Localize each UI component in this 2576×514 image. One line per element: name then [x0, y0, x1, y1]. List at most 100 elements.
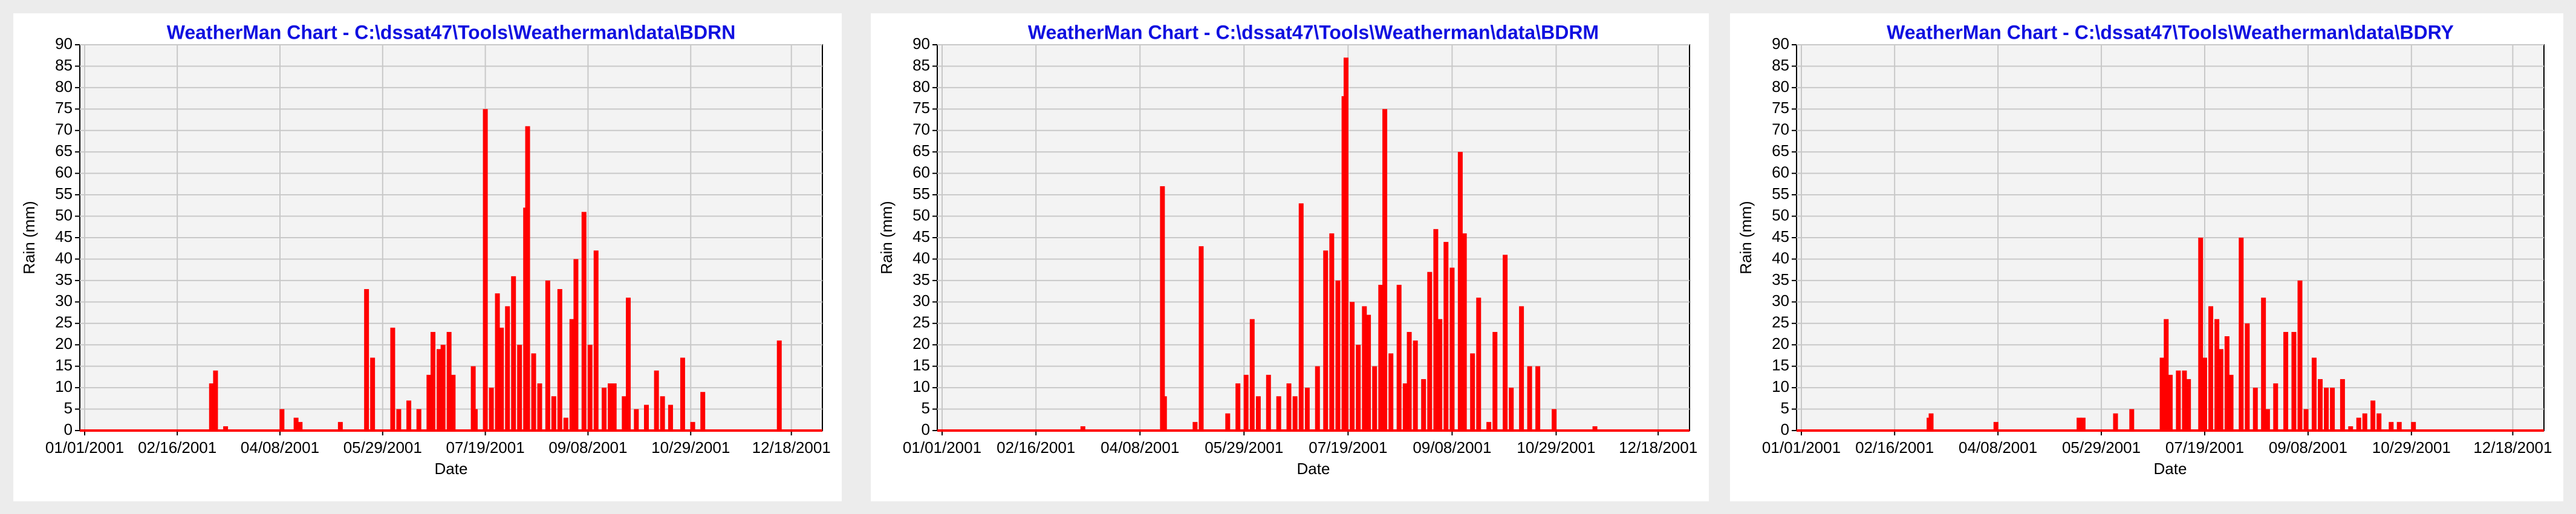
rain-bar — [581, 212, 587, 431]
rain-bar — [2261, 298, 2266, 431]
y-tick-label: 90 — [1772, 34, 1789, 53]
rain-bar — [2164, 319, 2169, 431]
rain-bar — [2186, 379, 2191, 431]
rain-bar — [563, 417, 568, 431]
rain-bar — [293, 417, 299, 431]
rain-bar — [1527, 366, 1532, 431]
x-tick-label: 07/19/2001 — [1309, 438, 1387, 457]
rain-bar — [1335, 280, 1341, 431]
rain-bar — [1080, 426, 1085, 431]
y-tick-label: 85 — [912, 56, 930, 74]
y-tick-label: 80 — [1772, 77, 1789, 96]
y-tick-label: 10 — [1772, 377, 1789, 395]
y-tick-label: 80 — [912, 77, 930, 96]
rain-bar — [1356, 345, 1361, 431]
rain-bar — [2182, 370, 2187, 431]
rain-bar — [223, 426, 229, 431]
rain-bar — [1378, 284, 1384, 431]
rain-bar — [209, 383, 214, 431]
y-tick-label: 15 — [55, 356, 73, 374]
chart-title: WeatherMan Chart - C:\dssat47\Tools\Weat… — [1887, 21, 2454, 43]
rain-bar — [690, 421, 695, 431]
rain-bar — [1255, 396, 1261, 431]
y-tick-label: 5 — [64, 399, 73, 417]
y-tick-label: 80 — [55, 77, 73, 96]
rain-bar — [1315, 366, 1320, 431]
rain-bar — [2303, 409, 2309, 431]
rain-bar — [1427, 272, 1433, 431]
rain-bar — [1407, 331, 1412, 431]
rain-bar — [2245, 323, 2250, 431]
rain-bar — [1362, 306, 1367, 431]
rain-bar — [1266, 374, 1271, 431]
chart-panel: WeatherMan Chart - C:\dssat47\Tools\Weat… — [871, 13, 1709, 501]
y-tick-label: 30 — [912, 291, 930, 310]
rain-bar — [608, 383, 613, 431]
y-tick-label: 50 — [912, 206, 930, 224]
rain-bar — [431, 331, 436, 431]
y-tick-label: 60 — [1772, 163, 1789, 181]
rain-bar — [1192, 421, 1198, 431]
y-tick-label: 40 — [912, 249, 930, 267]
rain-bar — [776, 340, 782, 431]
rain-bar — [1492, 331, 1498, 431]
x-tick-label: 01/01/2001 — [45, 438, 124, 457]
y-tick-label: 70 — [1772, 120, 1789, 138]
rain-bar — [2168, 374, 2173, 431]
x-tick-label: 07/19/2001 — [2165, 438, 2244, 457]
rain-bar — [587, 345, 593, 431]
rain-bar — [1286, 383, 1292, 431]
x-tick-label: 04/08/2001 — [1101, 438, 1179, 457]
rain-bar — [2224, 336, 2230, 431]
rain-bar — [511, 276, 516, 431]
rain-bar — [660, 396, 665, 431]
rain-bar — [1160, 186, 1165, 431]
rain-bar — [495, 293, 500, 431]
rain-bar — [2297, 280, 2303, 431]
rain-bar — [611, 383, 617, 431]
rain-bar — [499, 327, 504, 431]
y-tick-label: 65 — [55, 142, 73, 160]
rain-bar — [2318, 379, 2323, 431]
rain-bar — [2311, 357, 2317, 431]
rain-bar — [472, 409, 478, 431]
rain-bar — [2362, 413, 2367, 431]
rain-bar — [1993, 421, 1999, 431]
rain-bar — [1402, 383, 1408, 431]
y-tick-label: 25 — [912, 313, 930, 331]
x-tick-label: 09/08/2001 — [2269, 438, 2347, 457]
rain-bar — [1243, 374, 1249, 431]
rain-bar — [446, 331, 452, 431]
rain-bar — [2330, 388, 2335, 431]
rain-bar — [1486, 421, 1492, 431]
chart-title: WeatherMan Chart - C:\dssat47\Tools\Weat… — [167, 21, 736, 43]
y-tick-label: 30 — [1772, 291, 1789, 310]
rain-bar — [551, 396, 556, 431]
x-tick-label: 04/08/2001 — [1959, 438, 2037, 457]
rain-bar — [1457, 152, 1463, 431]
x-tick-label: 02/16/2001 — [1855, 438, 1934, 457]
rain-bar — [2348, 426, 2353, 431]
y-tick-label: 35 — [912, 270, 930, 288]
rain-bar — [1396, 284, 1402, 431]
rain-bar — [2283, 331, 2289, 431]
chart-panel: WeatherMan Chart - C:\dssat47\Tools\Weat… — [1730, 13, 2563, 501]
rain-bar — [622, 396, 627, 431]
chart-panel: WeatherMan Chart - C:\dssat47\Tools\Weat… — [13, 13, 842, 501]
y-tick-label: 40 — [1772, 249, 1789, 267]
x-tick-label: 12/18/2001 — [752, 438, 831, 457]
rain-bar — [2159, 357, 2165, 431]
rain-bar — [213, 370, 218, 431]
y-tick-label: 35 — [1772, 270, 1789, 288]
y-tick-label: 55 — [912, 184, 930, 203]
y-tick-label: 90 — [912, 34, 930, 53]
rain-bar — [2129, 409, 2135, 431]
rain-bar — [2376, 413, 2382, 431]
rain-bar — [2202, 357, 2207, 431]
rain-bar — [1249, 319, 1255, 431]
rain-bar — [1235, 383, 1241, 431]
rain-bar — [2411, 421, 2416, 431]
y-tick-label: 0 — [922, 420, 930, 438]
rain-bar — [2218, 349, 2223, 431]
